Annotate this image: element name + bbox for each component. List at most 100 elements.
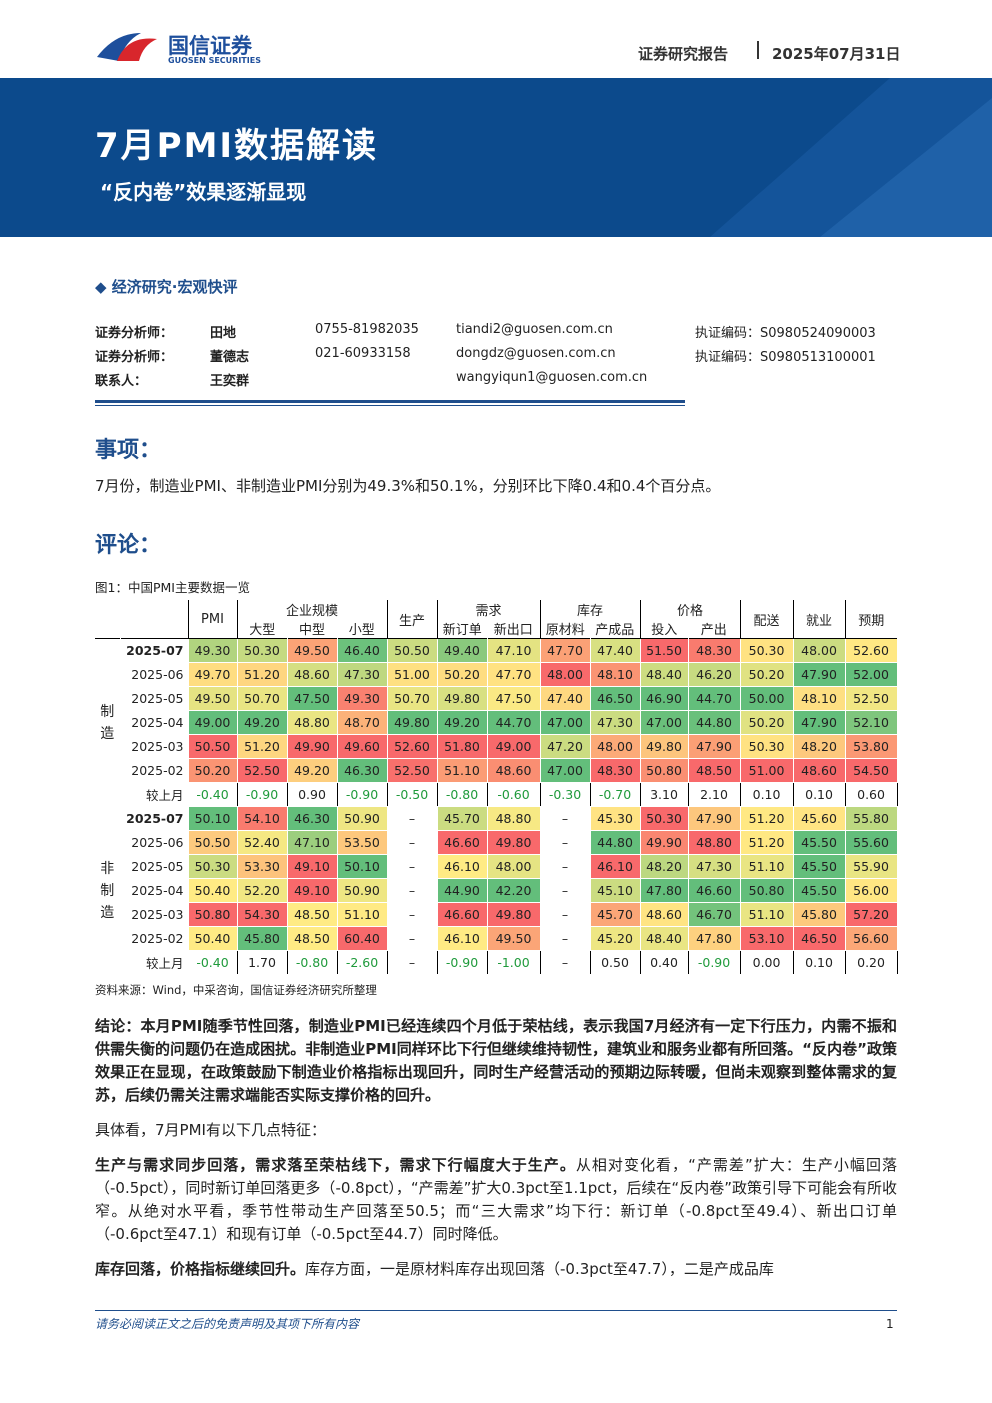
table-cell: -2.60	[337, 950, 388, 975]
header-label: 就业	[806, 613, 833, 629]
table-cell: 49.80	[640, 734, 689, 759]
table-cell: 53.50	[337, 830, 388, 855]
table-cell: 50.80	[640, 758, 689, 783]
table-cell: 51.20	[740, 830, 794, 855]
group-label-text: 制造	[100, 703, 115, 742]
table-cell: -0.50	[387, 782, 438, 807]
analyst-email: wangyiqun1@guosen.com.cn	[456, 370, 648, 385]
data-row: 2025-04 50.40 52.20 49.10 50.90–44.90 42.20–4…	[95, 878, 898, 903]
analyst-role: 联系人：	[95, 374, 148, 389]
comment-heading: 评论：	[95, 533, 162, 558]
table-cell: 55.60	[845, 830, 898, 855]
table-cell: 44.90	[437, 878, 488, 903]
table-cell: 50.20	[437, 662, 488, 687]
row-date: 2025-05	[120, 686, 189, 711]
header-label: 价格	[677, 604, 704, 619]
table-cell: –	[387, 902, 438, 927]
table-cell: –	[540, 806, 591, 831]
row-date: 2025-07	[120, 806, 189, 831]
table-cell: 48.00	[793, 638, 846, 663]
table-cell: 44.70	[487, 710, 541, 735]
pmi-table: PMI 企业规模 生产 需求 库存 价格 配送 就业 预期 大型 中型 小型 新订单 新出口 原材料 产成品投…	[95, 600, 898, 975]
header-label: 预期	[858, 613, 885, 629]
row-date: 2025-04	[120, 710, 189, 735]
table-cell: 47.40	[590, 638, 641, 663]
data-row: 2025-02 50.20 52.50 49.20 46.30 52.50 51.10 48.…	[95, 758, 898, 783]
table-cell: 46.30	[287, 806, 338, 831]
table-cell: -0.60	[487, 782, 541, 807]
table-cell: 46.70	[688, 902, 741, 927]
analyst-email: tiandi2@guosen.com.cn	[456, 322, 613, 337]
banner: 7月PMI数据解读 “反内卷”效果逐渐显现	[0, 78, 992, 237]
table-cell: 0.10	[740, 782, 794, 807]
sub-header: 产成品	[595, 623, 635, 638]
data-row: 2025-05 49.50 50.70 47.50 49.30 50.70 49.80 47.…	[95, 686, 898, 711]
table-cell: 60.40	[337, 926, 388, 951]
header-cell: 生产	[386, 600, 437, 639]
table-cell: 50.30	[237, 638, 288, 663]
table-cell: 49.50	[188, 686, 238, 711]
table-cell: 53.80	[845, 734, 898, 759]
table-cell: 50.80	[188, 902, 238, 927]
table-cell: 48.50	[287, 926, 338, 951]
table-cell: 55.80	[845, 806, 898, 831]
group-label: 非制造	[95, 806, 121, 975]
table-cell: 49.00	[188, 710, 238, 735]
table-cell: 47.80	[640, 878, 689, 903]
table-cell: 47.90	[793, 710, 846, 735]
data-row: 2025-04 49.00 49.20 48.80 48.70 49.80 49.20 44.…	[95, 710, 898, 735]
table-cell: 50.30	[740, 638, 794, 663]
header-cell: 就业	[792, 600, 846, 639]
table-cell: 56.00	[845, 878, 898, 903]
table-cell: 49.20	[237, 710, 288, 735]
analyst-role: 证券分析师：	[95, 326, 174, 341]
data-row: 2025-03 50.50 51.20 49.90 49.60 52.60 51.80 49.…	[95, 734, 898, 759]
sub-header: 中型	[298, 623, 325, 638]
header-label: 配送	[753, 613, 780, 629]
event-heading: 事项：	[95, 438, 162, 463]
table-cell: –	[540, 926, 591, 951]
category-text: 经济研究·宏观快评	[111, 278, 238, 296]
table-cell: –	[540, 830, 591, 855]
table-cell: 47.70	[487, 662, 541, 687]
table-cell: 48.40	[640, 662, 689, 687]
table-cell: 48.30	[688, 638, 741, 663]
table-cell: 49.80	[387, 710, 438, 735]
analyst-cert: 执证编码：S0980524090003	[695, 326, 876, 341]
table-cell: 50.30	[188, 854, 238, 879]
table-cell: 56.60	[845, 926, 898, 951]
table-cell: -0.30	[540, 782, 591, 807]
table-cell: 46.50	[793, 926, 846, 951]
table-cell: 49.90	[287, 734, 338, 759]
logo-icon	[97, 33, 157, 61]
table-cell: 51.10	[740, 854, 794, 879]
table-cell: 47.10	[287, 830, 338, 855]
analyst-cert: 执证编码：S0980513100001	[695, 350, 876, 365]
row-date: 2025-02	[120, 926, 189, 951]
table-cell: 50.00	[740, 686, 794, 711]
table-cell: 45.50	[793, 830, 846, 855]
table-cell: 47.80	[688, 926, 741, 951]
table-cell: 49.50	[487, 926, 541, 951]
table-cell: 52.00	[845, 662, 898, 687]
table-cell: -0.40	[188, 782, 238, 807]
table-cell: –	[387, 926, 438, 951]
header-label: 生产	[398, 613, 425, 629]
table-cell: 48.80	[688, 830, 741, 855]
table-body: 制造 2025-07 49.30 50.30 49.50 46.40 50.50 49.40 4…	[95, 638, 898, 975]
row-date: 2025-03	[120, 734, 189, 759]
table-cell: -0.80	[287, 950, 338, 975]
table-cell: 47.50	[287, 686, 338, 711]
table-cell: 49.90	[640, 830, 689, 855]
table-cell: 48.00	[487, 854, 541, 879]
data-row: 2025-03 50.80 54.30 48.50 51.10–46.60 49.80–4…	[95, 902, 898, 927]
table-cell: 0.50	[590, 950, 641, 975]
table-cell: 51.20	[740, 806, 794, 831]
table-cell: 45.80	[237, 926, 288, 951]
table-cell: 50.90	[337, 806, 388, 831]
table-cell: 53.30	[237, 854, 288, 879]
header-cell: 配送	[739, 600, 794, 639]
table-cell: 47.90	[688, 734, 741, 759]
table-cell: 44.80	[688, 710, 741, 735]
